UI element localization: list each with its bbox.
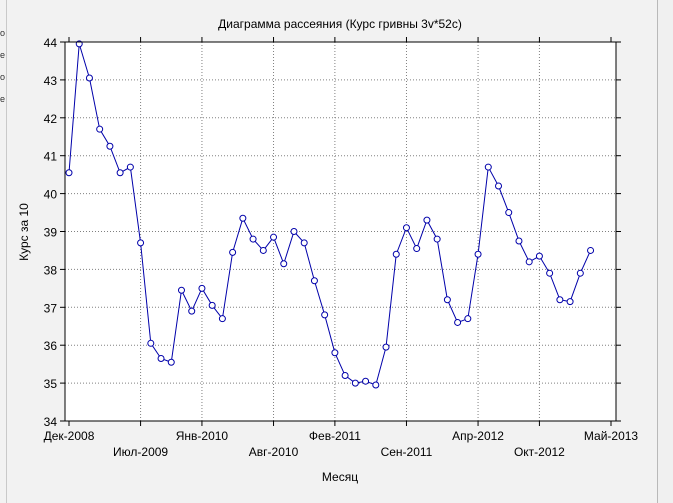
x-tick-label: Янв-2010 bbox=[176, 429, 229, 443]
chart-title: Диаграмма рассеяния (Курс гривны 3v*52c) bbox=[218, 17, 462, 31]
y-axis-title: Курс за 10 bbox=[17, 203, 31, 261]
data-point bbox=[198, 284, 206, 292]
data-point bbox=[116, 169, 124, 177]
data-point bbox=[495, 182, 503, 190]
series-line bbox=[68, 43, 592, 386]
data-point bbox=[321, 311, 329, 319]
data-point bbox=[566, 298, 574, 306]
data-point bbox=[157, 354, 165, 362]
data-point bbox=[239, 214, 247, 222]
x-tick-label: Апр-2012 bbox=[452, 429, 504, 443]
data-point bbox=[382, 343, 390, 351]
data-point bbox=[229, 248, 237, 256]
data-point bbox=[208, 301, 216, 309]
data-point bbox=[587, 246, 595, 254]
data-point bbox=[300, 239, 308, 247]
data-point bbox=[576, 269, 584, 277]
data-point bbox=[464, 315, 472, 323]
x-tick-label: Фев-2011 bbox=[309, 429, 361, 443]
data-point bbox=[259, 246, 267, 254]
data-point bbox=[423, 216, 431, 224]
right-scrollbar[interactable] bbox=[657, 0, 673, 503]
data-point bbox=[96, 125, 104, 133]
data-point bbox=[362, 377, 370, 385]
y-tick-label: 40 bbox=[44, 188, 58, 202]
y-tick-label: 35 bbox=[44, 377, 58, 391]
y-tick-label: 36 bbox=[44, 339, 58, 353]
grid-lines bbox=[65, 42, 616, 421]
data-point bbox=[65, 169, 73, 177]
data-point bbox=[167, 358, 175, 366]
x-axis-title: Месяц bbox=[322, 470, 358, 484]
data-point bbox=[290, 228, 298, 235]
chart: 34 35 36 37 38 39 40 41 42 43 44 Дек-2008 Июл-2009 Я… bbox=[17, 17, 639, 484]
data-point bbox=[218, 315, 226, 323]
data-point bbox=[454, 318, 462, 326]
data-point bbox=[535, 252, 543, 260]
data-point bbox=[443, 296, 451, 304]
x-tick-label: Май-2013 bbox=[584, 429, 639, 443]
series-layer bbox=[65, 40, 595, 389]
data-point bbox=[249, 235, 257, 243]
data-point bbox=[413, 245, 421, 253]
data-point bbox=[402, 224, 410, 232]
y-tick-label: 39 bbox=[44, 226, 58, 240]
data-point bbox=[137, 239, 145, 247]
y-tick-label: 34 bbox=[44, 415, 58, 429]
edge-glyph: e bbox=[0, 94, 6, 104]
data-point bbox=[188, 307, 196, 315]
y-tick-label: 43 bbox=[44, 74, 58, 88]
data-point bbox=[556, 296, 564, 304]
x-tick-label: Июл-2009 bbox=[113, 445, 168, 459]
data-point bbox=[433, 235, 441, 243]
data-point bbox=[484, 163, 492, 171]
x-tick-label: Авг-2010 bbox=[249, 445, 299, 459]
y-tick-label: 44 bbox=[44, 36, 58, 50]
data-point bbox=[147, 339, 155, 347]
data-point bbox=[106, 142, 114, 150]
edge-glyph: o bbox=[0, 28, 6, 38]
data-point bbox=[515, 237, 523, 245]
x-tick-label: Сен-2011 bbox=[381, 445, 433, 459]
y-tick-label: 38 bbox=[44, 263, 58, 277]
data-point bbox=[310, 277, 318, 285]
edge-glyph: e bbox=[0, 50, 6, 60]
data-point bbox=[177, 286, 185, 294]
data-point bbox=[372, 381, 380, 389]
data-point bbox=[546, 269, 554, 277]
data-point bbox=[474, 250, 482, 258]
data-point bbox=[392, 250, 400, 258]
y-tick-label: 41 bbox=[44, 150, 58, 164]
data-point bbox=[270, 233, 278, 241]
y-tick-label: 37 bbox=[44, 301, 58, 315]
data-point bbox=[525, 258, 533, 266]
left-panel-edge: o e o e bbox=[0, 0, 7, 503]
data-point bbox=[126, 163, 134, 171]
y-tick-label: 42 bbox=[44, 112, 58, 126]
data-point bbox=[341, 372, 349, 380]
y-axis: 34 35 36 37 38 39 40 41 42 43 44 bbox=[44, 36, 621, 429]
data-point bbox=[85, 74, 93, 82]
data-point bbox=[351, 379, 359, 387]
data-point bbox=[505, 209, 513, 217]
x-tick-label: Дек-2008 bbox=[44, 429, 95, 443]
data-point bbox=[280, 260, 288, 268]
x-tick-label: Окт-2012 bbox=[514, 445, 565, 459]
edge-glyph: o bbox=[0, 72, 6, 82]
data-point bbox=[331, 349, 339, 357]
x-axis: Дек-2008 Июл-2009 Янв-2010 Авг-2010 Фев-2011… bbox=[44, 37, 639, 459]
